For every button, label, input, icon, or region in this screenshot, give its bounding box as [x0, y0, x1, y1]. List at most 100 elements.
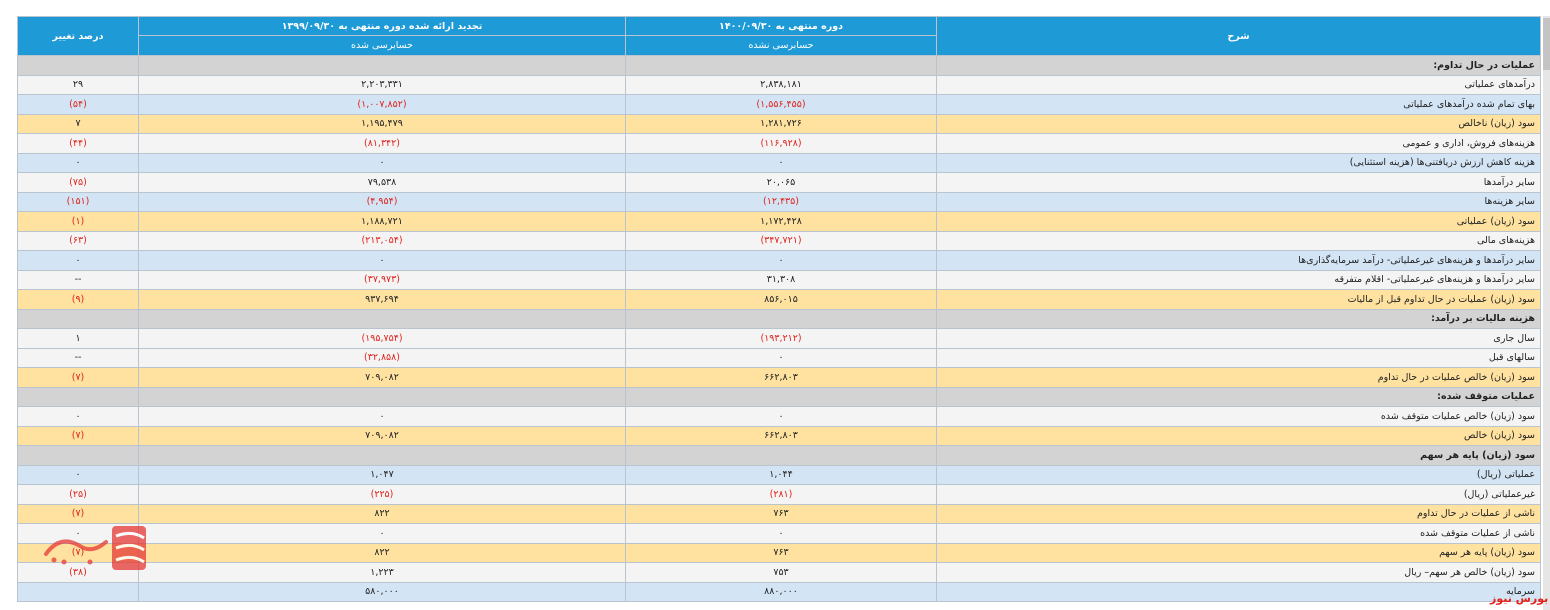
- row-label: هزینه‌های مالی: [936, 230, 1541, 251]
- table-row: ناشی از عملیات در حال تداوم ۷۶۳ ۸۲۲ (۷): [17, 503, 1541, 524]
- header-current-status: حسابرسی نشده: [625, 35, 937, 56]
- section-row: عملیات در حال تداوم:: [17, 55, 1541, 76]
- current-value-cell: ۲,۸۳۸,۱۸۱: [625, 74, 937, 95]
- change-percent-cell: [17, 386, 139, 407]
- change-percent-cell: (۷۵): [17, 172, 139, 193]
- previous-value-cell: ۷۰۹,۰۸۲: [138, 425, 626, 446]
- row-label: عملیات متوقف شده:: [936, 386, 1541, 407]
- row-label: سالهای قبل: [936, 347, 1541, 368]
- change-percent-cell: ۷: [17, 113, 139, 134]
- header-previous-period: تجدید ارائه شده دوره منتهی به ۱۳۹۹/۰۹/۳۰: [138, 16, 626, 36]
- row-label: هزینه مالیات بر درآمد:: [936, 308, 1541, 329]
- current-value-cell: ۰: [625, 152, 937, 173]
- table-row: سایر درآمدها و هزینه‌های غیرعملیاتی- اقل…: [17, 269, 1541, 290]
- current-value-cell: ۳۱,۳۰۸: [625, 269, 937, 290]
- section-row: هزینه مالیات بر درآمد:: [17, 308, 1541, 329]
- row-label: سود (زیان) پایه هر سهم: [936, 445, 1541, 466]
- table-row: سایر هزینه‌ها (۱۲,۴۳۵) (۴,۹۵۴) (۱۵۱): [17, 191, 1541, 212]
- row-label: هزینه‌های فروش، اداری و عمومی: [936, 133, 1541, 154]
- current-value-cell: [625, 55, 937, 76]
- row-label: سود (زیان) پایه هر سهم: [936, 542, 1541, 563]
- previous-value-cell: ۸۲۲: [138, 503, 626, 524]
- previous-value-cell: ۰: [138, 250, 626, 271]
- change-percent-cell: (۲۵): [17, 484, 139, 505]
- row-label: سایر درآمدها و هزینه‌های غیرعملیاتی- درآ…: [936, 250, 1541, 271]
- table-row: سود (زیان) عملیاتی ۱,۱۷۲,۴۲۸ ۱,۱۸۸,۷۲۱ (۱): [17, 211, 1541, 232]
- current-value-cell: (۱,۵۵۶,۴۵۵): [625, 94, 937, 115]
- row-label: سود (زیان) ناخالص: [936, 113, 1541, 134]
- current-value-cell: (۱۱۶,۹۲۸): [625, 133, 937, 154]
- change-percent-cell: (۱): [17, 211, 139, 232]
- previous-value-cell: (۲۱۳,۰۵۴): [138, 230, 626, 251]
- current-value-cell: [625, 386, 937, 407]
- row-label: سود (زیان) خالص هر سهم– ریال: [936, 562, 1541, 583]
- previous-value-cell: ۱,۱۹۵,۴۷۹: [138, 113, 626, 134]
- change-percent-cell: ۱: [17, 328, 139, 349]
- table-row: سالهای قبل ۰ (۳۲,۸۵۸) --: [17, 347, 1541, 368]
- change-percent-cell: [17, 445, 139, 466]
- previous-value-cell: ۱,۲۲۳: [138, 562, 626, 583]
- current-value-cell: ۶۶۲,۸۰۳: [625, 425, 937, 446]
- header-description: شرح: [936, 16, 1541, 56]
- change-percent-cell: ۰: [17, 464, 139, 485]
- current-value-cell: ۰: [625, 250, 937, 271]
- footer-watermark: بورس نیوز: [1490, 592, 1549, 605]
- table-row: هزینه‌های فروش، اداری و عمومی (۱۱۶,۹۲۸) (۸…: [17, 133, 1541, 154]
- current-value-cell: ۲۰,۰۶۵: [625, 172, 937, 193]
- previous-value-cell: ۰: [138, 406, 626, 427]
- previous-value-cell: (۳۲,۸۵۸): [138, 347, 626, 368]
- table-row: سود (زیان) خالص عملیات در حال تداوم ۶۶۲,۸…: [17, 367, 1541, 388]
- scrollbar-thumb[interactable]: [1543, 18, 1550, 70]
- vertical-scrollbar[interactable]: [1543, 16, 1550, 610]
- previous-value-cell: ۸۲۲: [138, 542, 626, 563]
- table-row: سرمایه ۸۸۰,۰۰۰ ۵۸۰,۰۰۰: [17, 581, 1541, 602]
- row-label: درآمدهای عملیاتی: [936, 74, 1541, 95]
- bourse-news-logo-icon: [44, 526, 146, 570]
- change-percent-cell: (۶۳): [17, 230, 139, 251]
- change-percent-cell: --: [17, 347, 139, 368]
- current-value-cell: ۰: [625, 347, 937, 368]
- header-change-percent: درصد تغییر: [17, 16, 139, 56]
- table-row: سود (زیان) ناخالص ۱,۲۸۱,۷۲۶ ۱,۱۹۵,۴۷۹ ۷: [17, 113, 1541, 134]
- previous-value-cell: [138, 55, 626, 76]
- change-percent-cell: (۷): [17, 425, 139, 446]
- previous-value-cell: (۳۷,۹۷۳): [138, 269, 626, 290]
- current-value-cell: ۶۶۲,۸۰۳: [625, 367, 937, 388]
- current-value-cell: ۷۶۳: [625, 503, 937, 524]
- current-value-cell: ۰: [625, 523, 937, 544]
- table-row: بهای تمام شده درآمدهای عملیاتی (۱,۵۵۶,۴۵۵…: [17, 94, 1541, 115]
- row-label: سود (زیان) خالص: [936, 425, 1541, 446]
- table-row: ناشی از عملیات متوقف شده ۰ ۰ ۰: [17, 523, 1541, 544]
- table-row: غیرعملیاتی (ریال) (۲۸۱) (۲۲۵) (۲۵): [17, 484, 1541, 505]
- header-row: شرح دوره منتهی به ۱۴۰۰/۰۹/۳۰ تجدید ارائه…: [17, 16, 1541, 56]
- previous-value-cell: ۰: [138, 152, 626, 173]
- current-value-cell: (۱۲,۴۳۵): [625, 191, 937, 212]
- previous-value-cell: ۰: [138, 523, 626, 544]
- previous-value-cell: ۵۸۰,۰۰۰: [138, 581, 626, 602]
- current-value-cell: ۱,۰۴۴: [625, 464, 937, 485]
- table-row: سود (زیان) خالص عملیات متوقف شده ۰ ۰ ۰: [17, 406, 1541, 427]
- current-value-cell: [625, 445, 937, 466]
- change-percent-cell: (۹): [17, 289, 139, 310]
- current-value-cell: (۲۸۱): [625, 484, 937, 505]
- previous-value-cell: ۷۰۹,۰۸۲: [138, 367, 626, 388]
- table-body: عملیات در حال تداوم: درآمدهای عملیاتی ۲,۸۳…: [17, 55, 1541, 602]
- section-row: عملیات متوقف شده:: [17, 386, 1541, 407]
- row-label: سود (زیان) خالص عملیات متوقف شده: [936, 406, 1541, 427]
- header-current-period: دوره منتهی به ۱۴۰۰/۰۹/۳۰: [625, 16, 937, 36]
- row-label: غیرعملیاتی (ریال): [936, 484, 1541, 505]
- table-row: سود (زیان) خالص هر سهم– ریال ۷۵۳ ۱,۲۲۳ (۳۸): [17, 562, 1541, 583]
- table-row: سایر درآمدها ۲۰,۰۶۵ ۷۹,۵۳۸ (۷۵): [17, 172, 1541, 193]
- section-row: سود (زیان) پایه هر سهم: [17, 445, 1541, 466]
- previous-value-cell: (۴,۹۵۴): [138, 191, 626, 212]
- change-percent-cell: --: [17, 269, 139, 290]
- change-percent-cell: (۷): [17, 367, 139, 388]
- row-label: عملیات در حال تداوم:: [936, 55, 1541, 76]
- previous-value-cell: (۱۹۵,۷۵۴): [138, 328, 626, 349]
- table-row: هزینه کاهش ارزش دریافتنی‌ها (هزینه استثن…: [17, 152, 1541, 173]
- previous-value-cell: ۷۹,۵۳۸: [138, 172, 626, 193]
- row-label: سرمایه: [936, 581, 1541, 602]
- previous-value-cell: [138, 308, 626, 329]
- row-label: سود (زیان) خالص عملیات در حال تداوم: [936, 367, 1541, 388]
- row-label: سال جاری: [936, 328, 1541, 349]
